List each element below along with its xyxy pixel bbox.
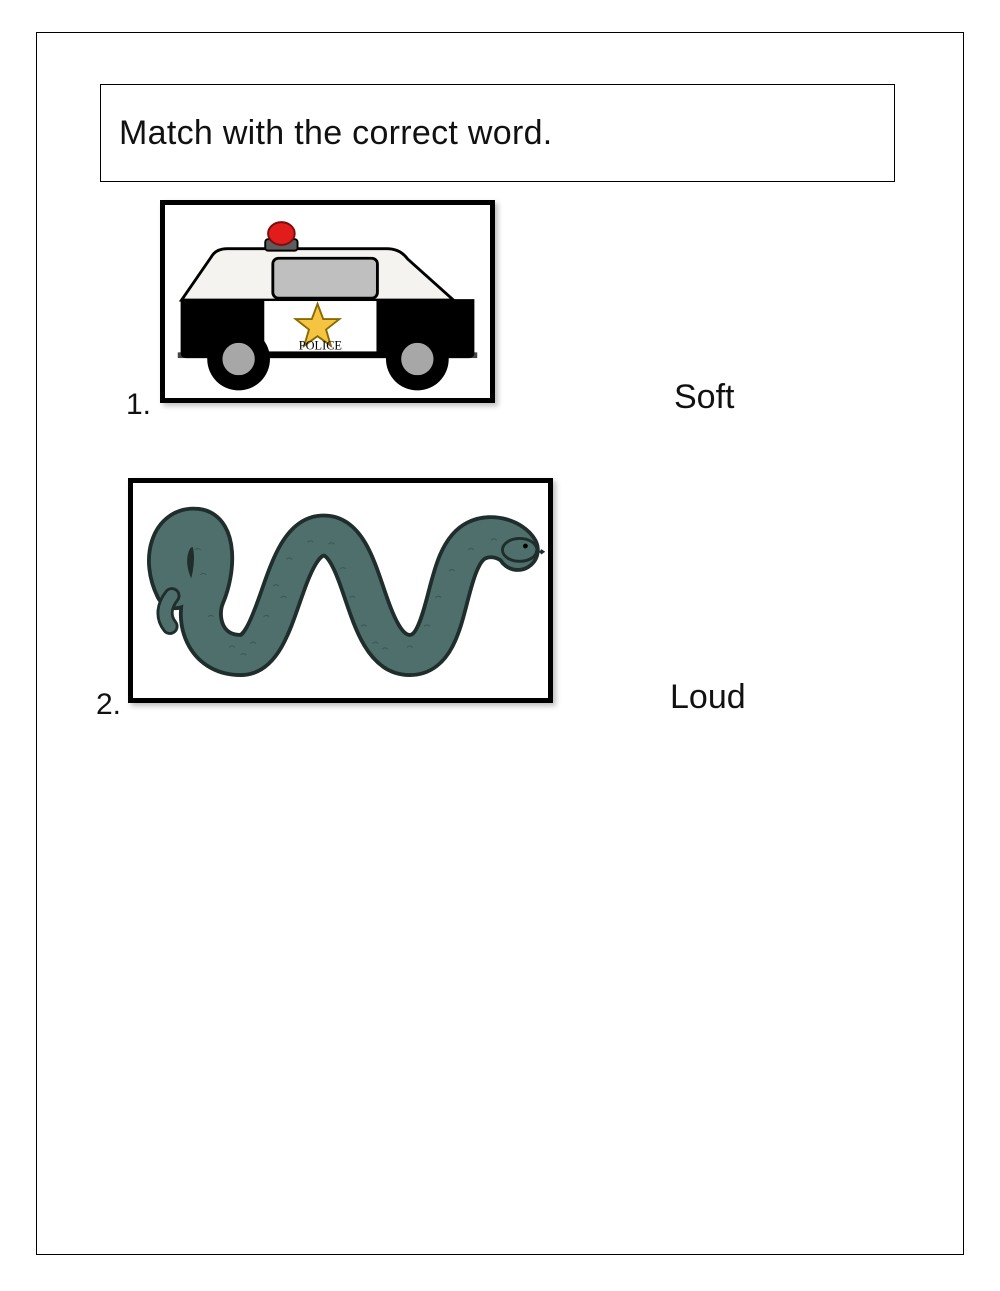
item-number-2: 2. — [96, 688, 121, 722]
image-frame-police-car[interactable]: POLICE — [160, 200, 495, 403]
answer-word-loud[interactable]: Loud — [670, 678, 746, 717]
image-frame-snake[interactable] — [128, 478, 553, 703]
answer-word-soft[interactable]: Soft — [674, 378, 734, 417]
snake-icon — [133, 483, 548, 698]
item-number-1: 1. — [126, 388, 151, 422]
police-car-icon: POLICE — [165, 205, 490, 398]
worksheet-page: Match with the correct word. 1. — [0, 0, 1000, 1291]
instruction-text: Match with the correct word. — [119, 114, 553, 153]
police-label: POLICE — [299, 339, 342, 353]
instruction-box: Match with the correct word. — [100, 84, 895, 182]
